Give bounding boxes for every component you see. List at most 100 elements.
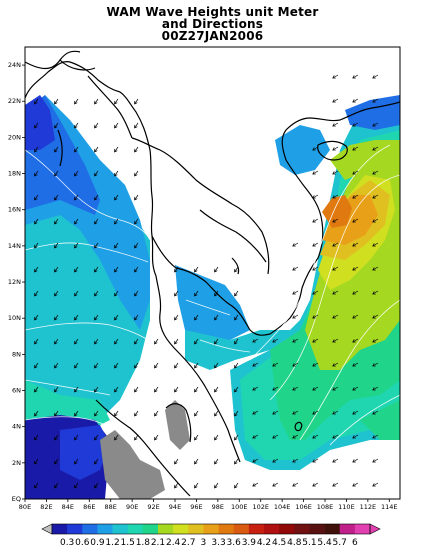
direction-arrow-icon xyxy=(54,146,59,153)
direction-arrow-icon xyxy=(234,362,239,369)
direction-arrow-icon xyxy=(312,482,319,487)
direction-arrow-icon xyxy=(272,410,279,415)
map-plot-area xyxy=(25,47,400,499)
direction-arrow-icon xyxy=(74,266,79,273)
wave-direction-arrows xyxy=(34,74,379,489)
direction-arrow-icon xyxy=(34,146,39,153)
colorbar-segment xyxy=(309,524,325,534)
direction-arrow-icon xyxy=(312,242,319,247)
colorbar-segment xyxy=(112,524,129,534)
direction-arrow-icon xyxy=(54,98,59,105)
direction-arrow-icon xyxy=(174,482,179,489)
direction-arrow-icon xyxy=(292,410,299,415)
sea-fill-bay-of-bengal-edge xyxy=(25,95,55,150)
direction-arrow-icon xyxy=(252,482,259,487)
direction-arrow-icon xyxy=(214,290,219,297)
direction-arrow-icon xyxy=(234,290,239,297)
direction-arrow-icon xyxy=(94,362,99,369)
x-tick-label: 88E xyxy=(105,503,117,511)
map-axes: 80E 82E 84E 86E 88E 90E 92E 94E 96E 98E 100E 102E 10… xyxy=(8,61,398,511)
y-tick-label: 20N xyxy=(8,133,21,141)
direction-arrow-icon xyxy=(74,194,79,201)
title-line-2: and Directions xyxy=(161,17,264,31)
direction-arrow-icon xyxy=(74,338,79,345)
direction-arrow-icon xyxy=(194,386,199,393)
direction-arrow-icon xyxy=(214,362,219,369)
direction-arrow-icon xyxy=(312,458,319,463)
direction-arrow-icon xyxy=(372,290,379,295)
direction-arrow-icon xyxy=(154,386,159,393)
direction-arrow-icon xyxy=(292,290,299,295)
direction-arrow-icon xyxy=(332,314,339,319)
x-tick-label: 102E xyxy=(252,503,269,511)
direction-arrow-icon xyxy=(332,458,339,463)
colorbar-label: 3.9 xyxy=(242,538,257,548)
direction-arrow-icon xyxy=(94,122,99,129)
direction-arrow-icon xyxy=(54,122,59,129)
direction-arrow-icon xyxy=(194,338,199,345)
direction-arrow-icon xyxy=(34,362,39,369)
direction-arrow-icon xyxy=(194,482,199,489)
direction-arrow-icon xyxy=(34,338,39,345)
colorbar-label: 0.3 xyxy=(60,538,74,548)
direction-arrow-icon xyxy=(372,314,379,319)
direction-arrow-icon xyxy=(54,386,59,393)
direction-arrow-icon xyxy=(214,410,219,417)
direction-arrow-icon xyxy=(252,362,259,367)
direction-arrow-icon xyxy=(372,122,379,127)
colorbar-label: 5.7 xyxy=(333,538,347,548)
sea-fill-taiwan-strait xyxy=(345,95,400,130)
colorbar-segment xyxy=(52,524,68,534)
direction-arrow-icon xyxy=(34,458,39,465)
direction-arrow-icon xyxy=(34,194,39,201)
colorbar-label: 4.5 xyxy=(272,538,286,548)
y-tick-label: 6N xyxy=(12,387,21,395)
direction-arrow-icon xyxy=(352,74,359,79)
x-tick-label: 80E xyxy=(19,503,31,511)
direction-arrow-icon xyxy=(74,314,79,321)
colorbar: 0.3 0.6 0.9 1.2 1.5 1.8 2.1 2.4 2.7 3 3.3 3.6 3.9 4.2… xyxy=(41,523,381,548)
direction-arrow-icon xyxy=(134,218,139,225)
direction-arrow-icon xyxy=(154,338,159,345)
x-tick-label: 96E xyxy=(190,503,202,511)
colorbar-label: 6 xyxy=(352,538,358,548)
direction-arrow-icon xyxy=(34,434,39,441)
y-tick-label: 12N xyxy=(8,278,21,286)
sea-fill-scs-peak xyxy=(322,195,352,228)
sea-fill-scs-green-east xyxy=(360,400,400,440)
colorbar-label: 4.8 xyxy=(287,538,302,548)
direction-arrow-icon xyxy=(134,434,139,441)
colorbar-label: 2.7 xyxy=(181,538,195,548)
direction-arrow-icon xyxy=(94,266,99,273)
direction-arrow-icon xyxy=(114,386,119,393)
direction-arrow-icon xyxy=(352,218,359,223)
direction-arrow-icon xyxy=(34,314,39,321)
y-tick-label: 24N xyxy=(8,61,21,69)
direction-arrow-icon xyxy=(174,290,179,297)
direction-arrow-icon xyxy=(114,362,119,369)
direction-arrow-icon xyxy=(74,146,79,153)
direction-arrow-icon xyxy=(292,458,299,463)
direction-arrow-icon xyxy=(252,386,259,391)
direction-arrow-icon xyxy=(74,482,79,489)
direction-arrow-icon xyxy=(74,242,79,249)
colorbar-label: 4.2 xyxy=(257,538,271,548)
colorbar-segment xyxy=(67,524,83,534)
direction-arrow-icon xyxy=(214,266,219,273)
direction-arrow-icon xyxy=(312,146,319,151)
direction-arrow-icon xyxy=(174,314,179,321)
x-tick-label: 112E xyxy=(360,503,377,511)
direction-arrow-icon xyxy=(34,218,39,225)
direction-arrow-icon xyxy=(94,482,99,489)
colorbar-segment xyxy=(203,524,219,534)
direction-arrow-icon xyxy=(312,290,319,295)
y-tick-label: 18N xyxy=(8,170,21,178)
direction-arrow-icon xyxy=(134,122,139,129)
direction-arrow-icon xyxy=(214,434,219,441)
direction-arrow-icon xyxy=(194,314,199,321)
direction-arrow-icon xyxy=(312,194,319,199)
direction-arrow-icon xyxy=(252,410,259,415)
direction-arrow-icon xyxy=(332,386,339,391)
land-mask-sumatra xyxy=(100,430,165,499)
direction-arrow-icon xyxy=(252,434,259,439)
